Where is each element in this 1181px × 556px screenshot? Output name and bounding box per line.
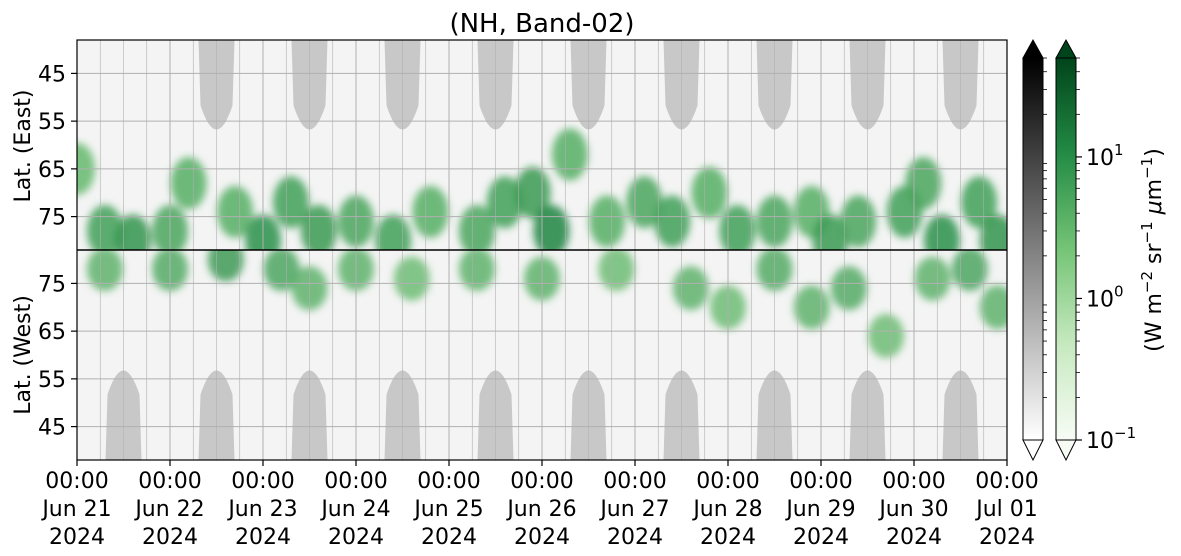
x-tick-label: 2024 <box>979 525 1035 550</box>
colorbar-green-extend-max <box>1055 38 1077 59</box>
y-tick-label: 55 <box>38 110 66 135</box>
aurora-east-point-10 <box>375 214 412 250</box>
aurora-east-point-21 <box>719 204 756 250</box>
colorbar-label: (W m−2 sr−1 μm−1) <box>1138 148 1167 352</box>
x-tick-label: 00:00 <box>231 469 294 494</box>
y-tick-label: 55 <box>38 368 66 393</box>
x-tick-label: 2024 <box>49 525 105 550</box>
y-tick-label: 65 <box>38 320 66 345</box>
y-tick-label: 75 <box>38 206 66 231</box>
x-tick-label: 00:00 <box>417 469 480 494</box>
colorbar-green-body <box>1055 57 1077 441</box>
x-tick-label: Jun 29 <box>784 497 855 522</box>
y-label-west: Lat. (West) <box>11 295 36 415</box>
aurora-east-point-8 <box>300 204 337 250</box>
y-axis-ticks: 45 55 65 75 75 65 55 45 <box>38 62 77 441</box>
aurora-east-point-25 <box>840 195 877 248</box>
aurora-east-point-4 <box>170 157 207 210</box>
x-tick-label: 2024 <box>886 525 942 550</box>
aurora-east-point-5 <box>217 185 254 238</box>
x-tick-label: 00:00 <box>789 469 852 494</box>
x-tick-label: Jun 28 <box>691 497 762 522</box>
aurora-west-point-9 <box>598 250 635 292</box>
x-tick-label: Jul 01 <box>974 497 1038 522</box>
x-tick-label: 2024 <box>514 525 570 550</box>
aurora-east-point-27 <box>905 157 942 210</box>
aurora-east-point-19 <box>654 195 691 248</box>
colorbar-ticks: 10−1 100 101 <box>1043 57 1136 454</box>
y-tick-label: 65 <box>38 158 66 183</box>
x-tick-label: 00:00 <box>975 469 1038 494</box>
x-tick-label: 00:00 <box>510 469 573 494</box>
x-tick-label: 00:00 <box>45 469 108 494</box>
x-tick-label: Jun 23 <box>226 497 297 522</box>
x-tick-label: Jun 25 <box>412 497 483 522</box>
colorbar-gray-extend-max <box>1022 38 1044 59</box>
x-tick-label: 2024 <box>793 525 849 550</box>
x-tick-label: 2024 <box>700 525 756 550</box>
x-tick-label: Jun 30 <box>877 497 948 522</box>
x-tick-label: 00:00 <box>138 469 201 494</box>
x-tick-label: Jun 21 <box>40 497 111 522</box>
chart-title: (NH, Band-02) <box>449 9 634 39</box>
colorbar-gray <box>1022 38 1044 462</box>
x-tick-label: 00:00 <box>324 469 387 494</box>
aurora-west-point-13 <box>793 285 830 330</box>
x-tick-label: 2024 <box>328 525 384 550</box>
x-tick-label: 2024 <box>421 525 477 550</box>
aurora-east-point-16 <box>551 128 588 181</box>
aurora-east-point-20 <box>691 166 728 219</box>
aurora-west-point-18 <box>979 285 1007 330</box>
plot-area <box>76 39 1008 461</box>
aurora-east-point-28 <box>923 214 960 250</box>
aurora-west-point-0 <box>86 250 123 292</box>
aurora-east-point-7 <box>272 176 309 229</box>
y-tick-label: 45 <box>38 416 66 441</box>
y-tick-label: 75 <box>38 272 66 297</box>
aurora-west-point-16 <box>914 256 951 301</box>
x-tick-label: Jun 26 <box>505 497 576 522</box>
aurora-east-point-15 <box>533 204 570 250</box>
colorbar-green-extend-min <box>1055 439 1077 462</box>
x-tick-label: Jun 24 <box>319 497 390 522</box>
x-tick-label: Jun 27 <box>598 497 669 522</box>
y-label-east: Lat. (East) <box>11 90 36 203</box>
aurora-west-point-15 <box>868 313 905 358</box>
x-tick-label: 2024 <box>235 525 291 550</box>
colorbar-gray-body <box>1022 57 1044 441</box>
colorbar-tick-label: 100 <box>1086 282 1124 312</box>
aurora-east-point-2 <box>114 214 151 250</box>
colorbar-green: 10−1 100 101 <box>1043 38 1136 462</box>
aurora-west-point-7 <box>458 250 495 292</box>
aurora-east-point-29 <box>961 176 998 229</box>
colorbar-tick-label: 10−1 <box>1086 424 1136 454</box>
x-tick-label: 00:00 <box>696 469 759 494</box>
aurora-west-point-17 <box>951 250 988 292</box>
x-tick-label: Jun 22 <box>133 497 204 522</box>
colorbar-gray-extend-min <box>1022 439 1044 462</box>
y-tick-label: 45 <box>38 62 66 87</box>
x-axis-ticks: 00:00 Jun 21 2024 00:00 Jun 22 2024 00:00 Jun 2… <box>40 460 1039 550</box>
colorbar-tick-label: 101 <box>1086 141 1124 171</box>
x-tick-label: 00:00 <box>882 469 945 494</box>
aurora-west-point-10 <box>672 266 709 311</box>
aurora-west-point-6 <box>393 256 430 301</box>
aurora-west-point-3 <box>263 250 300 292</box>
aurora-west-point-14 <box>830 266 867 311</box>
x-tick-label: 2024 <box>607 525 663 550</box>
aurora-east-point-11 <box>412 185 449 238</box>
aurora-east-point-17 <box>589 195 626 248</box>
aurora-west-point-2 <box>207 250 244 282</box>
x-tick-label: 00:00 <box>603 469 666 494</box>
x-tick-label: 2024 <box>142 525 198 550</box>
aurora-east-point-30 <box>979 214 1007 250</box>
